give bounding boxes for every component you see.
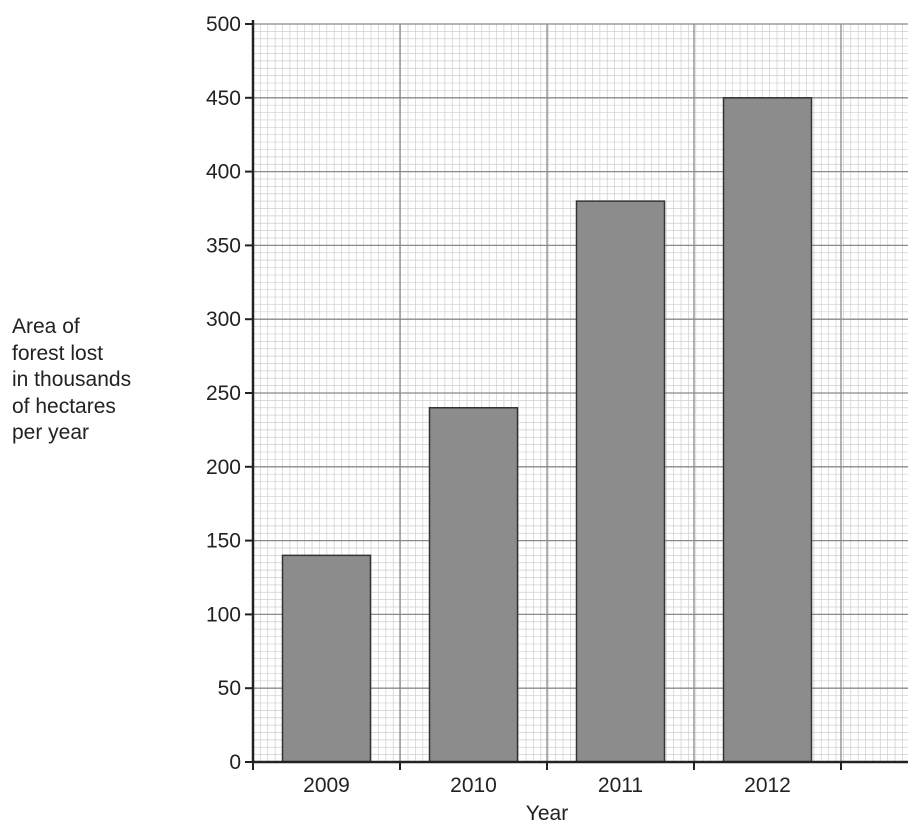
y-tick-label: 400: [206, 161, 241, 184]
y-tick-label: 100: [206, 603, 241, 626]
y-axis-label-line: forest lost: [12, 341, 104, 365]
axes: [251, 20, 908, 764]
bars: [281, 97, 813, 763]
x-tick-label: 2011: [598, 774, 643, 797]
x-axis-title: Year: [526, 802, 568, 825]
y-tick-label: 0: [229, 751, 241, 774]
x-tick-label: 2010: [450, 774, 497, 797]
y-tick-label: 150: [206, 530, 241, 553]
y-tick-label: 500: [206, 13, 241, 36]
bar-2011: [575, 200, 666, 763]
y-tick-label: 250: [206, 382, 241, 405]
y-axis-label: Area of forest lost in thousands of hect…: [12, 314, 131, 447]
y-tick-label: 50: [218, 677, 241, 700]
y-axis-label-line: per year: [12, 421, 90, 444]
y-ticks: 0 50 100 150 200 250 300 350 400 450 500: [206, 13, 253, 774]
bar-2010: [428, 407, 519, 763]
y-axis-label-line: of hectares: [12, 394, 116, 418]
y-tick-label: 200: [206, 456, 241, 479]
y-axis-label-line: Area of: [12, 315, 80, 338]
x-tick-label: 2009: [303, 774, 350, 797]
y-tick-label: 350: [206, 234, 241, 257]
y-axis-label-line: in thousands: [12, 368, 132, 391]
y-tick-label: 450: [206, 87, 241, 110]
x-tick-label: 2012: [744, 774, 791, 797]
y-tick-label: 300: [206, 308, 241, 331]
x-ticks: 2009 2010 2011 2012: [252, 762, 842, 797]
bar-2012: [722, 97, 813, 763]
bar-2009: [281, 554, 372, 763]
